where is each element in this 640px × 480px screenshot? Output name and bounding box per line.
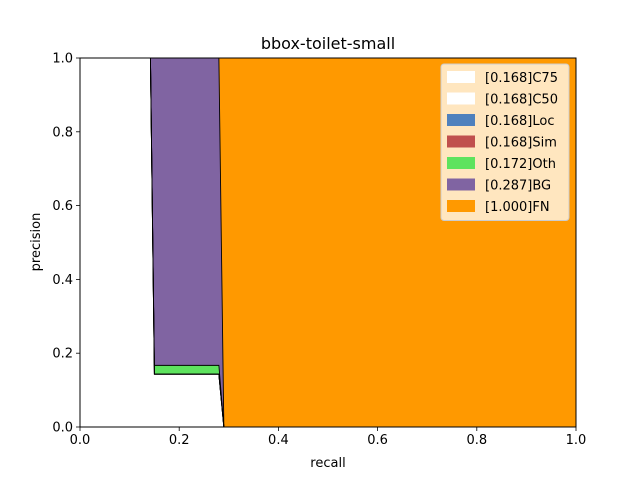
- y-tick-label: 1.0: [52, 52, 73, 67]
- x-tick-label: 0.0: [70, 433, 91, 448]
- legend-swatch-0-168-c75: [447, 71, 475, 83]
- area-series-group: [80, 58, 576, 427]
- legend-swatch-0-168-sim: [447, 135, 475, 148]
- legend-swatch-0-168-loc: [447, 114, 475, 126]
- legend: [0.168]C75 [0.168]C50 [0.168]Loc [0.168]Sim…: [440, 63, 570, 221]
- chart-title: bbox-toilet-small: [261, 34, 395, 53]
- plot-frame: [79, 57, 577, 428]
- legend-swatch-0-168-c50: [447, 92, 475, 105]
- legend-label-0-168-c50: [0.168]C50: [485, 93, 558, 108]
- x-tick-label: 0.8: [466, 433, 487, 448]
- area-0-168-c75: [80, 58, 224, 427]
- legend-swatch-0-172-oth: [447, 157, 475, 169]
- legend-swatch-0-287-bg: [447, 178, 475, 191]
- legend-label-0-172-oth: [0.172]Oth: [485, 157, 556, 172]
- legend-label-1-000-fn: [1.000]FN: [485, 200, 550, 215]
- x-tick-label: 0.4: [268, 433, 289, 448]
- y-tick-label: 0.6: [52, 199, 73, 214]
- x-tick-label: 0.6: [367, 433, 388, 448]
- y-tick-label: 0.4: [52, 273, 73, 288]
- legend-label-0-287-bg: [0.287]BG: [485, 179, 551, 194]
- legend-label-0-168-loc: [0.168]Loc: [485, 114, 554, 129]
- x-tick-label: 0.2: [169, 433, 190, 448]
- y-tick-label: 0.0: [52, 421, 73, 436]
- y-axis-label: precision: [29, 213, 44, 272]
- x-axis-label: recall: [310, 456, 345, 471]
- legend-swatch-1-000-fn: [447, 200, 475, 212]
- x-tick-label: 1.0: [566, 433, 587, 448]
- y-tick-label: 0.8: [52, 125, 73, 140]
- legend-label-0-168-sim: [0.168]Sim: [485, 136, 557, 151]
- x-axis-ticks: 0.0 0.2 0.4 0.6 0.8 1.0: [70, 427, 587, 448]
- y-axis-ticks: 0.0 0.2 0.4 0.6 0.8 1.0: [52, 52, 80, 436]
- legend-label-0-168-c75: [0.168]C75: [485, 71, 558, 86]
- y-tick-label: 0.2: [52, 347, 73, 362]
